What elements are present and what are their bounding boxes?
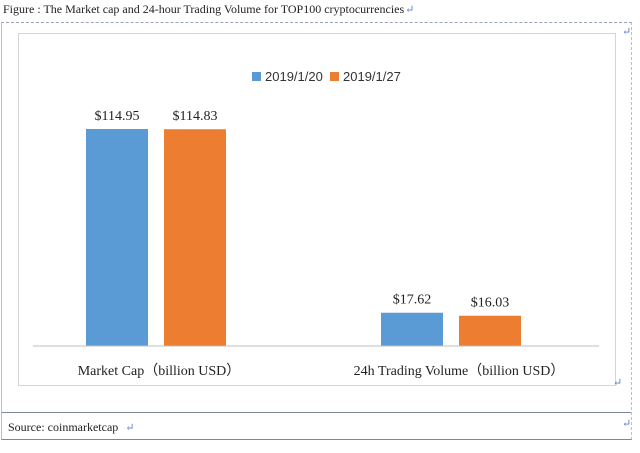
legend-swatch bbox=[252, 72, 261, 81]
cell-end-mark-icon: ↵ bbox=[622, 26, 632, 38]
legend-label: 2019/1/20 bbox=[265, 69, 323, 84]
figure-caption: Figure : The Market cap and 24-hour Trad… bbox=[3, 1, 414, 18]
cell-end-mark-icon: ↵ bbox=[622, 418, 632, 430]
bars-group bbox=[86, 129, 521, 346]
category-label: 24h Trading Volume（billion USD） bbox=[354, 363, 565, 379]
paragraph-mark-icon: ↵ bbox=[125, 422, 135, 434]
category-labels-group: Market Cap（billion USD） 24h Trading Volum… bbox=[78, 363, 565, 379]
figure-table: 2019/1/20 2019/1/27 $114.95 $17.62 $114.83 $… bbox=[1, 22, 632, 440]
data-labels-group: $114.95 $17.62 $114.83 $16.03 bbox=[95, 109, 510, 311]
bar-2-1 bbox=[164, 129, 226, 346]
data-label: $114.83 bbox=[173, 109, 218, 124]
caption-text: Figure : The Market cap and 24-hour Trad… bbox=[3, 2, 405, 16]
data-label: $17.62 bbox=[393, 293, 432, 308]
data-label: $16.03 bbox=[471, 296, 510, 311]
bar-2-2 bbox=[459, 315, 521, 346]
bar-1-1 bbox=[86, 129, 148, 346]
cell-end-mark-icon: ↵ bbox=[613, 377, 623, 389]
chart-frame: 2019/1/20 2019/1/27 $114.95 $17.62 $114.83 $… bbox=[18, 33, 616, 386]
chart-legend: 2019/1/20 2019/1/27 bbox=[252, 69, 401, 84]
legend-label: 2019/1/27 bbox=[343, 69, 401, 84]
paragraph-mark-icon: ↵ bbox=[405, 4, 415, 16]
source-note: Source: coinmarketcap ↵ bbox=[8, 420, 135, 435]
category-label: Market Cap（billion USD） bbox=[78, 363, 241, 379]
table-row-divider bbox=[2, 412, 631, 413]
data-label: $114.95 bbox=[95, 109, 140, 124]
source-text: Source: coinmarketcap bbox=[8, 420, 119, 434]
bar-1-2 bbox=[381, 312, 443, 346]
bar-chart: 2019/1/20 2019/1/27 $114.95$17.62$114.83$… bbox=[33, 69, 599, 379]
legend-swatch bbox=[330, 72, 339, 81]
